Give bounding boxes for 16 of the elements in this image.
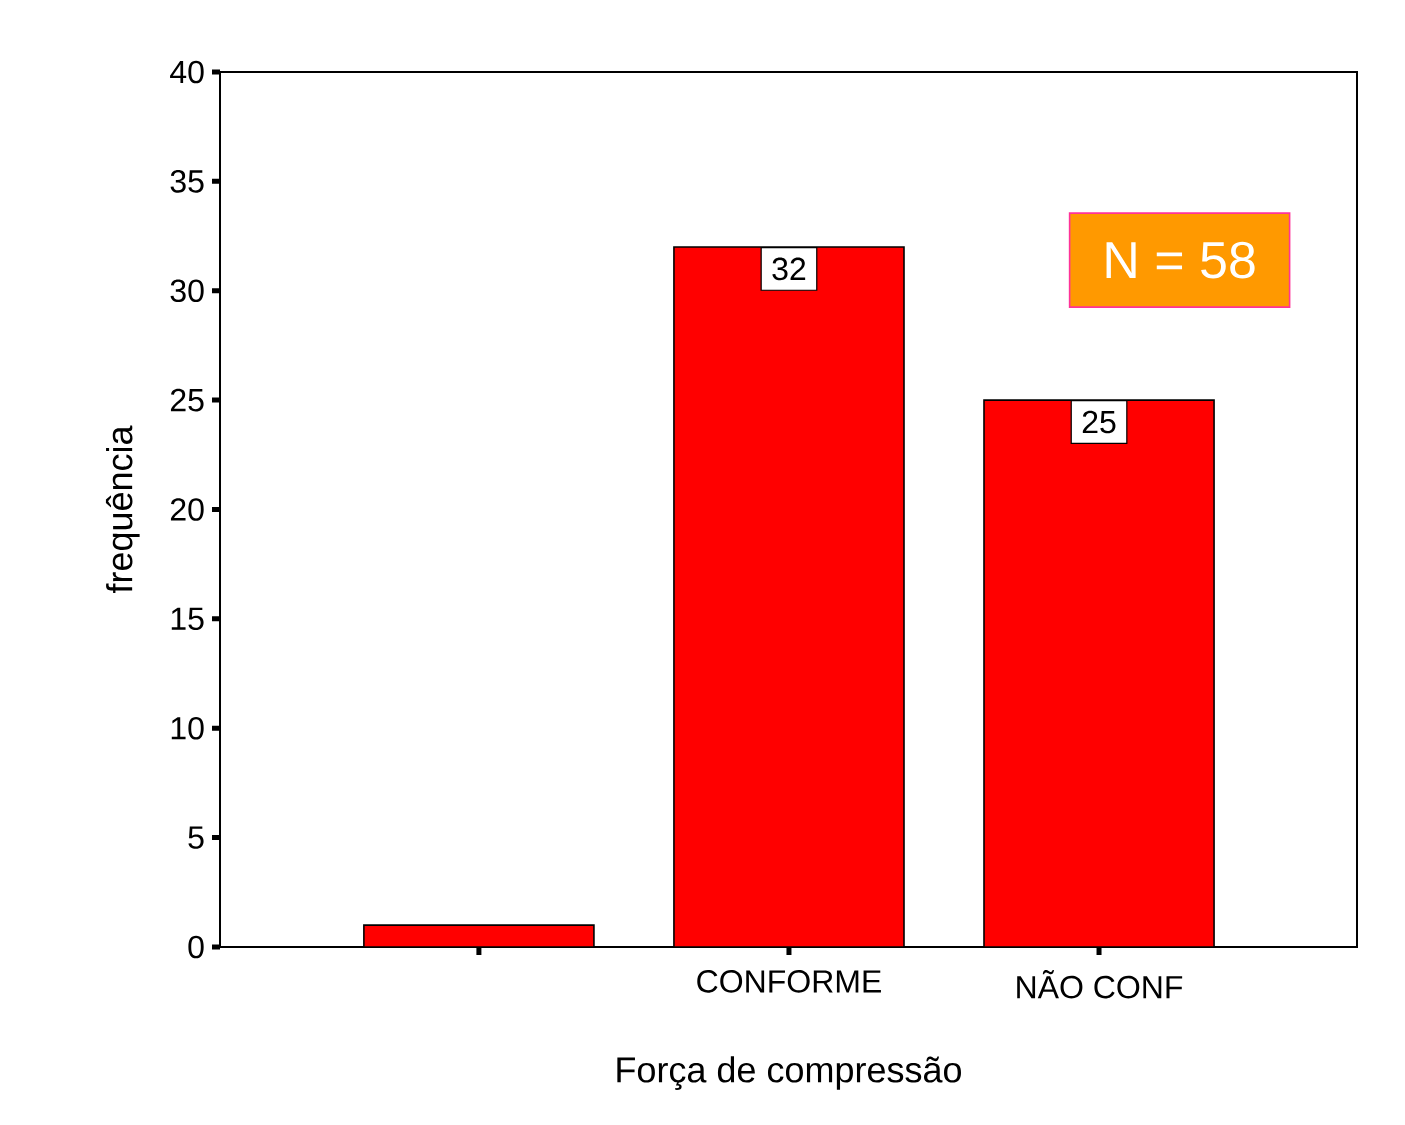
y-tick-label: 25 [170,388,204,412]
x-tick-label: CONFORME [697,970,881,993]
y-tick-label: 5 [188,826,204,849]
y-tick-label: 15 [171,607,204,631]
y-axis-title: frequência [105,425,140,594]
y-tick-label: 40 [170,60,204,84]
y-tick-label: 0 [188,935,204,959]
data-label: 32 [772,257,806,281]
y-tick-label: 10 [171,716,204,740]
data-label: 25 [1082,410,1116,434]
y-tick-label: 20 [170,498,204,521]
y-tick-label: 35 [170,170,204,193]
x-tick-label: NÃO CONF [1017,970,1183,999]
x-axis-title: Força de compressão [617,1056,961,1090]
y-tick-label: 30 [170,279,204,303]
annotation: N = 58 [1106,241,1255,279]
